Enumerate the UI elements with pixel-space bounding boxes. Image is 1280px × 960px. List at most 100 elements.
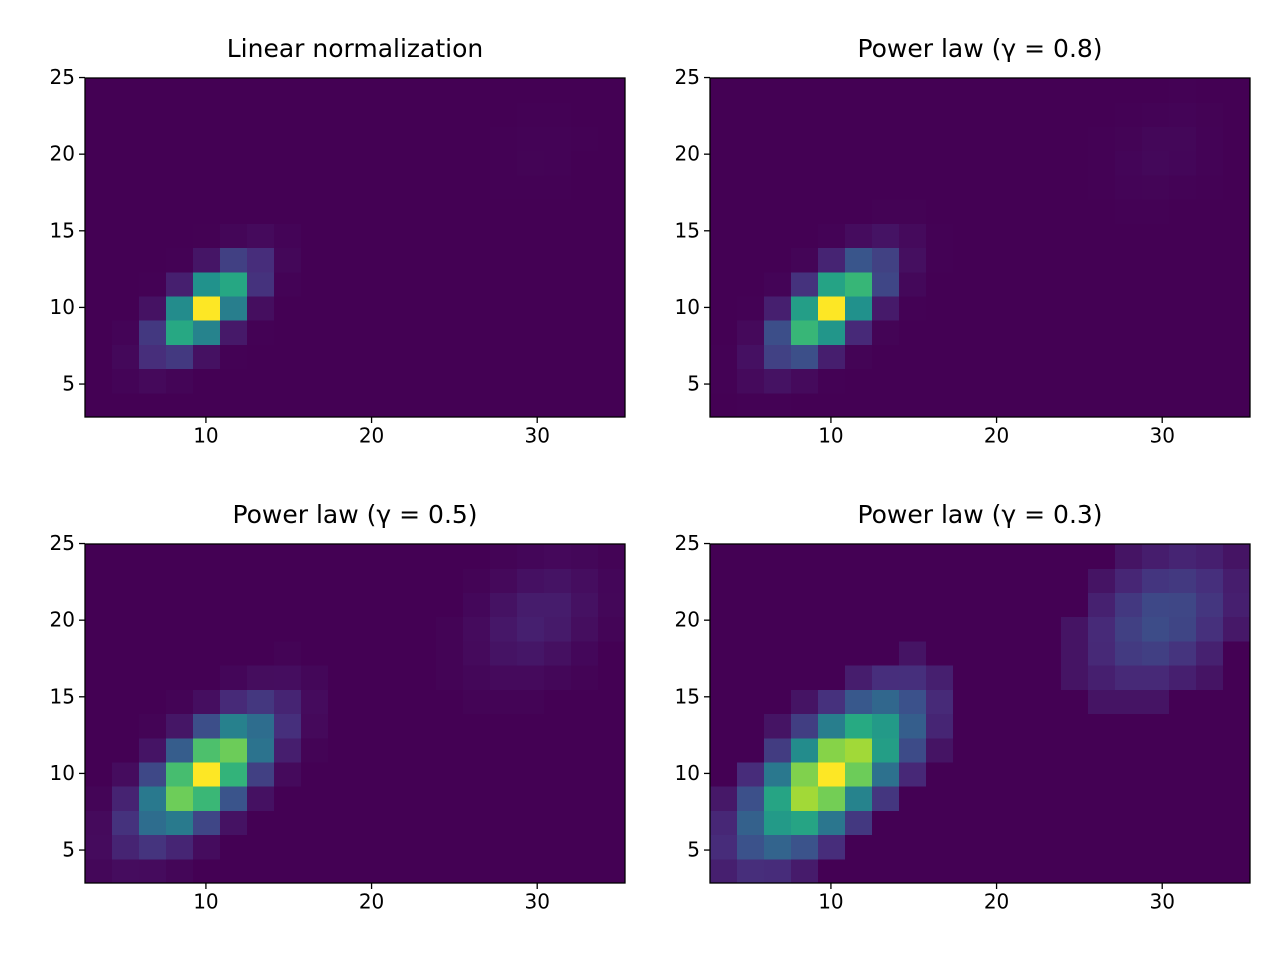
hist-cell [193,810,221,836]
hist-cell [1223,78,1251,103]
hist-cell [409,834,437,860]
hist-cell [112,199,140,224]
hist-cell [301,368,329,394]
hist-cell [1169,592,1197,618]
hist-cell [436,392,464,418]
hist-cell [1169,126,1197,152]
hist-cell [1115,344,1143,370]
hist-cell [1007,150,1035,176]
hist-cell [764,761,792,787]
hist-cell [1034,761,1062,787]
hist-cell [764,102,792,128]
hist-cell [1034,78,1062,103]
hist-cell [737,858,765,884]
hist-cell [247,544,275,569]
hist-cell [1169,223,1197,249]
y-tick-label: 5 [62,372,75,396]
hist-cell [791,834,819,860]
hist-cell [571,78,599,103]
hist-cell [1007,640,1035,666]
hist-cell [710,223,738,249]
hist-cell [1007,761,1035,787]
hist-cell [953,102,981,128]
hist-cell [926,761,954,787]
hist-cell [1034,616,1062,642]
axes-frame [709,543,1251,884]
hist-cell [409,858,437,884]
hist-cell [463,295,491,321]
hist-cell [980,761,1008,787]
hist-cell [220,320,248,345]
hist-cell [980,78,1008,103]
hist-cell [247,713,275,739]
hist-cell [382,761,410,787]
hist-cell [490,786,518,811]
hist-cell [1061,150,1089,176]
hist-cell [355,858,383,884]
hist-cell [899,810,927,836]
hist-cell [1196,344,1224,370]
hist-cell [926,737,954,763]
hist-cell [1223,247,1251,273]
hist-cell [953,544,981,569]
hist-cell [926,858,954,884]
hist-cell [463,834,491,860]
hist-cell [490,392,518,418]
hist-cell [517,761,545,787]
hist-cell [139,223,167,249]
hist-cell [247,665,275,690]
hist-cell [953,616,981,642]
hist-cell [166,320,194,345]
hist-cell [328,713,356,739]
hist-cell [1007,810,1035,836]
hist-cell [1088,247,1116,273]
hist-cell [85,858,113,884]
hist-cell [1034,786,1062,811]
hist-cell [436,786,464,811]
hist-cell [1034,640,1062,666]
hist-cell [274,858,302,884]
hist-cell [382,810,410,836]
hist-cell [1115,295,1143,321]
hist-cell [872,320,900,345]
hist-cell [1169,761,1197,787]
hist-cell [166,126,194,152]
hist-cell [926,810,954,836]
hist-cell [1196,786,1224,811]
hist-cell [328,199,356,224]
hist-cell [845,834,873,860]
hist-cell [953,761,981,787]
hist-cell [436,737,464,763]
hist-cell [1007,247,1035,273]
hist-cell [1115,78,1143,103]
hist-cell [710,126,738,152]
hist-cell [382,150,410,176]
hist-cell [139,786,167,811]
hist-cell [710,102,738,128]
hist-cell [1061,344,1089,370]
hist-cell [112,713,140,739]
hist-cell [571,713,599,739]
hist-cell [139,368,167,394]
hist-cell [737,665,765,690]
hist-cell [112,78,140,103]
hist-cell [382,223,410,249]
hist-cell [1196,689,1224,715]
hist-cell [436,544,464,569]
hist-cell [436,295,464,321]
hist-cell [274,78,302,103]
hist-cell [818,150,846,176]
hist-cell [274,834,302,860]
hist-cell [1223,223,1251,249]
hist-cell [247,368,275,394]
hist-cell [436,150,464,176]
hist-cell [980,544,1008,569]
hist-cell [1061,665,1089,690]
hist-cell [328,761,356,787]
hist-cell [1142,834,1170,860]
hist-cell [274,174,302,200]
hist-cell [409,761,437,787]
hist-cell [301,392,329,418]
hist-cell [710,295,738,321]
hist-cell [463,271,491,297]
